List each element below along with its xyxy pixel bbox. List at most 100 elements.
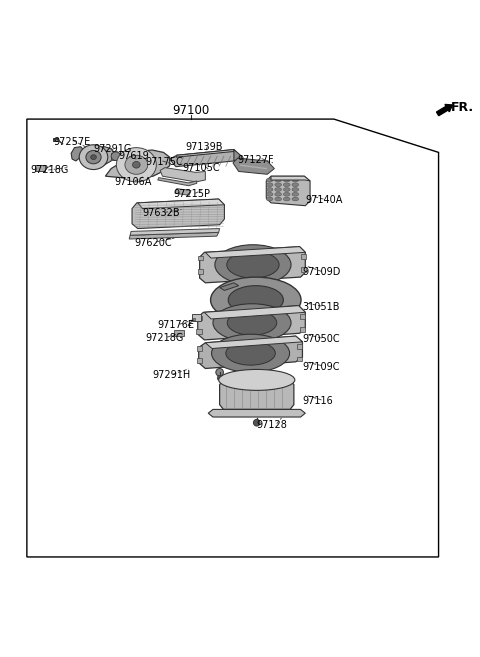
Ellipse shape bbox=[227, 310, 277, 335]
Text: 97620C: 97620C bbox=[134, 238, 171, 248]
Ellipse shape bbox=[292, 193, 299, 196]
Text: 97100: 97100 bbox=[172, 104, 210, 117]
Polygon shape bbox=[176, 150, 234, 157]
Bar bbox=[35, 166, 46, 171]
Bar bbox=[174, 330, 184, 336]
Polygon shape bbox=[220, 283, 239, 290]
Ellipse shape bbox=[292, 188, 299, 191]
Bar bbox=[197, 346, 203, 351]
Bar bbox=[53, 138, 58, 141]
Ellipse shape bbox=[275, 178, 281, 182]
Bar bbox=[197, 359, 203, 363]
Ellipse shape bbox=[292, 183, 299, 187]
Polygon shape bbox=[130, 229, 220, 235]
Ellipse shape bbox=[215, 245, 291, 284]
Text: 97139B: 97139B bbox=[185, 142, 223, 152]
Ellipse shape bbox=[226, 342, 276, 365]
Polygon shape bbox=[169, 150, 241, 167]
Text: 97140A: 97140A bbox=[305, 195, 343, 205]
Ellipse shape bbox=[86, 150, 101, 164]
Polygon shape bbox=[220, 380, 294, 409]
Polygon shape bbox=[208, 409, 305, 417]
Ellipse shape bbox=[219, 369, 295, 390]
Text: 97109D: 97109D bbox=[302, 267, 340, 277]
Ellipse shape bbox=[275, 197, 281, 201]
Polygon shape bbox=[87, 147, 114, 167]
Ellipse shape bbox=[116, 148, 156, 182]
FancyArrow shape bbox=[436, 104, 453, 116]
Text: 97175C: 97175C bbox=[145, 157, 183, 167]
Text: 97215P: 97215P bbox=[173, 189, 210, 199]
Ellipse shape bbox=[217, 376, 222, 380]
Ellipse shape bbox=[283, 188, 290, 191]
Text: 31051B: 31051B bbox=[302, 302, 339, 312]
Text: 97176E: 97176E bbox=[158, 320, 195, 330]
Polygon shape bbox=[200, 246, 305, 283]
Polygon shape bbox=[234, 150, 241, 161]
Bar bbox=[198, 256, 204, 260]
Ellipse shape bbox=[283, 197, 290, 201]
Bar bbox=[193, 317, 195, 320]
Text: 97257E: 97257E bbox=[53, 137, 90, 147]
Text: 97619: 97619 bbox=[118, 151, 149, 161]
Ellipse shape bbox=[266, 188, 273, 191]
Ellipse shape bbox=[275, 183, 281, 187]
Ellipse shape bbox=[266, 193, 273, 196]
Bar bbox=[300, 254, 306, 259]
Ellipse shape bbox=[266, 178, 273, 182]
Ellipse shape bbox=[91, 155, 96, 160]
Polygon shape bbox=[266, 176, 310, 206]
Text: 97291H: 97291H bbox=[152, 370, 190, 380]
Text: FR.: FR. bbox=[450, 101, 474, 114]
Polygon shape bbox=[205, 246, 305, 258]
Bar bbox=[300, 314, 305, 319]
Ellipse shape bbox=[275, 193, 281, 196]
Polygon shape bbox=[122, 158, 163, 167]
Polygon shape bbox=[106, 150, 169, 179]
Text: 97116: 97116 bbox=[302, 396, 333, 406]
Ellipse shape bbox=[292, 197, 299, 201]
Text: 97109C: 97109C bbox=[302, 361, 339, 372]
Ellipse shape bbox=[111, 152, 120, 160]
Polygon shape bbox=[204, 306, 305, 319]
Text: 97128: 97128 bbox=[257, 420, 288, 430]
Polygon shape bbox=[158, 177, 197, 186]
Ellipse shape bbox=[266, 183, 273, 187]
Bar bbox=[300, 267, 306, 272]
Polygon shape bbox=[175, 189, 191, 195]
Polygon shape bbox=[71, 147, 84, 161]
Bar bbox=[297, 357, 302, 361]
Ellipse shape bbox=[253, 419, 260, 426]
Ellipse shape bbox=[216, 369, 223, 376]
Polygon shape bbox=[129, 233, 219, 239]
Text: 97291G: 97291G bbox=[94, 144, 132, 154]
Bar bbox=[196, 315, 202, 321]
Text: 97106A: 97106A bbox=[114, 177, 151, 187]
Polygon shape bbox=[138, 199, 224, 208]
Text: 97050C: 97050C bbox=[302, 334, 339, 344]
Ellipse shape bbox=[125, 155, 148, 174]
Ellipse shape bbox=[283, 178, 290, 182]
Ellipse shape bbox=[212, 334, 289, 373]
Ellipse shape bbox=[292, 178, 299, 182]
Ellipse shape bbox=[283, 183, 290, 187]
Text: 97218G: 97218G bbox=[146, 333, 184, 343]
Polygon shape bbox=[160, 168, 205, 182]
Ellipse shape bbox=[134, 157, 144, 165]
Polygon shape bbox=[271, 176, 310, 181]
Polygon shape bbox=[199, 336, 302, 369]
Ellipse shape bbox=[228, 286, 283, 314]
Polygon shape bbox=[205, 336, 302, 348]
Bar bbox=[111, 153, 120, 160]
Text: 97105C: 97105C bbox=[182, 163, 220, 173]
Ellipse shape bbox=[283, 193, 290, 196]
Bar bbox=[196, 329, 202, 334]
Ellipse shape bbox=[79, 145, 108, 170]
Text: 97632B: 97632B bbox=[143, 208, 180, 218]
Polygon shape bbox=[198, 306, 305, 340]
Bar bbox=[192, 314, 201, 321]
Text: 97127F: 97127F bbox=[238, 154, 275, 164]
Bar bbox=[297, 344, 302, 349]
Ellipse shape bbox=[211, 277, 301, 323]
Ellipse shape bbox=[132, 162, 140, 168]
